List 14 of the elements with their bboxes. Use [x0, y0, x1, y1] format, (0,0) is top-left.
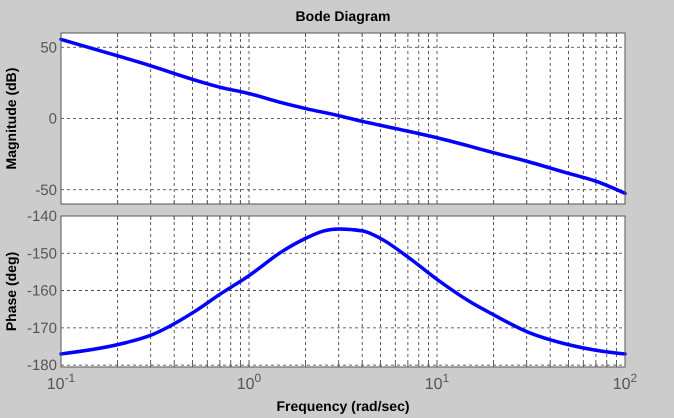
y-tick-label: -50	[35, 182, 57, 199]
y-tick-label: -150	[26, 245, 57, 262]
chart-title: Bode Diagram	[296, 8, 390, 24]
x-tick-label: 10$^{2}$	[612, 371, 638, 393]
y-tick-label: 0	[48, 110, 57, 128]
y-tick-label: -160	[26, 282, 57, 300]
y-axis-title: Magnitude (dB)	[3, 68, 19, 170]
y-tick-label: 50	[40, 39, 57, 56]
x-axis-title: Frequency (rad/sec)	[276, 398, 410, 414]
x-tick-label: 10$^{1}$	[424, 371, 450, 393]
y-tick-label: -140	[26, 208, 57, 225]
x-tick-label: 10$^{0}$	[236, 371, 262, 393]
y-axis-title: Phase (deg)	[3, 252, 19, 332]
y-tick-label: -170	[26, 320, 57, 337]
